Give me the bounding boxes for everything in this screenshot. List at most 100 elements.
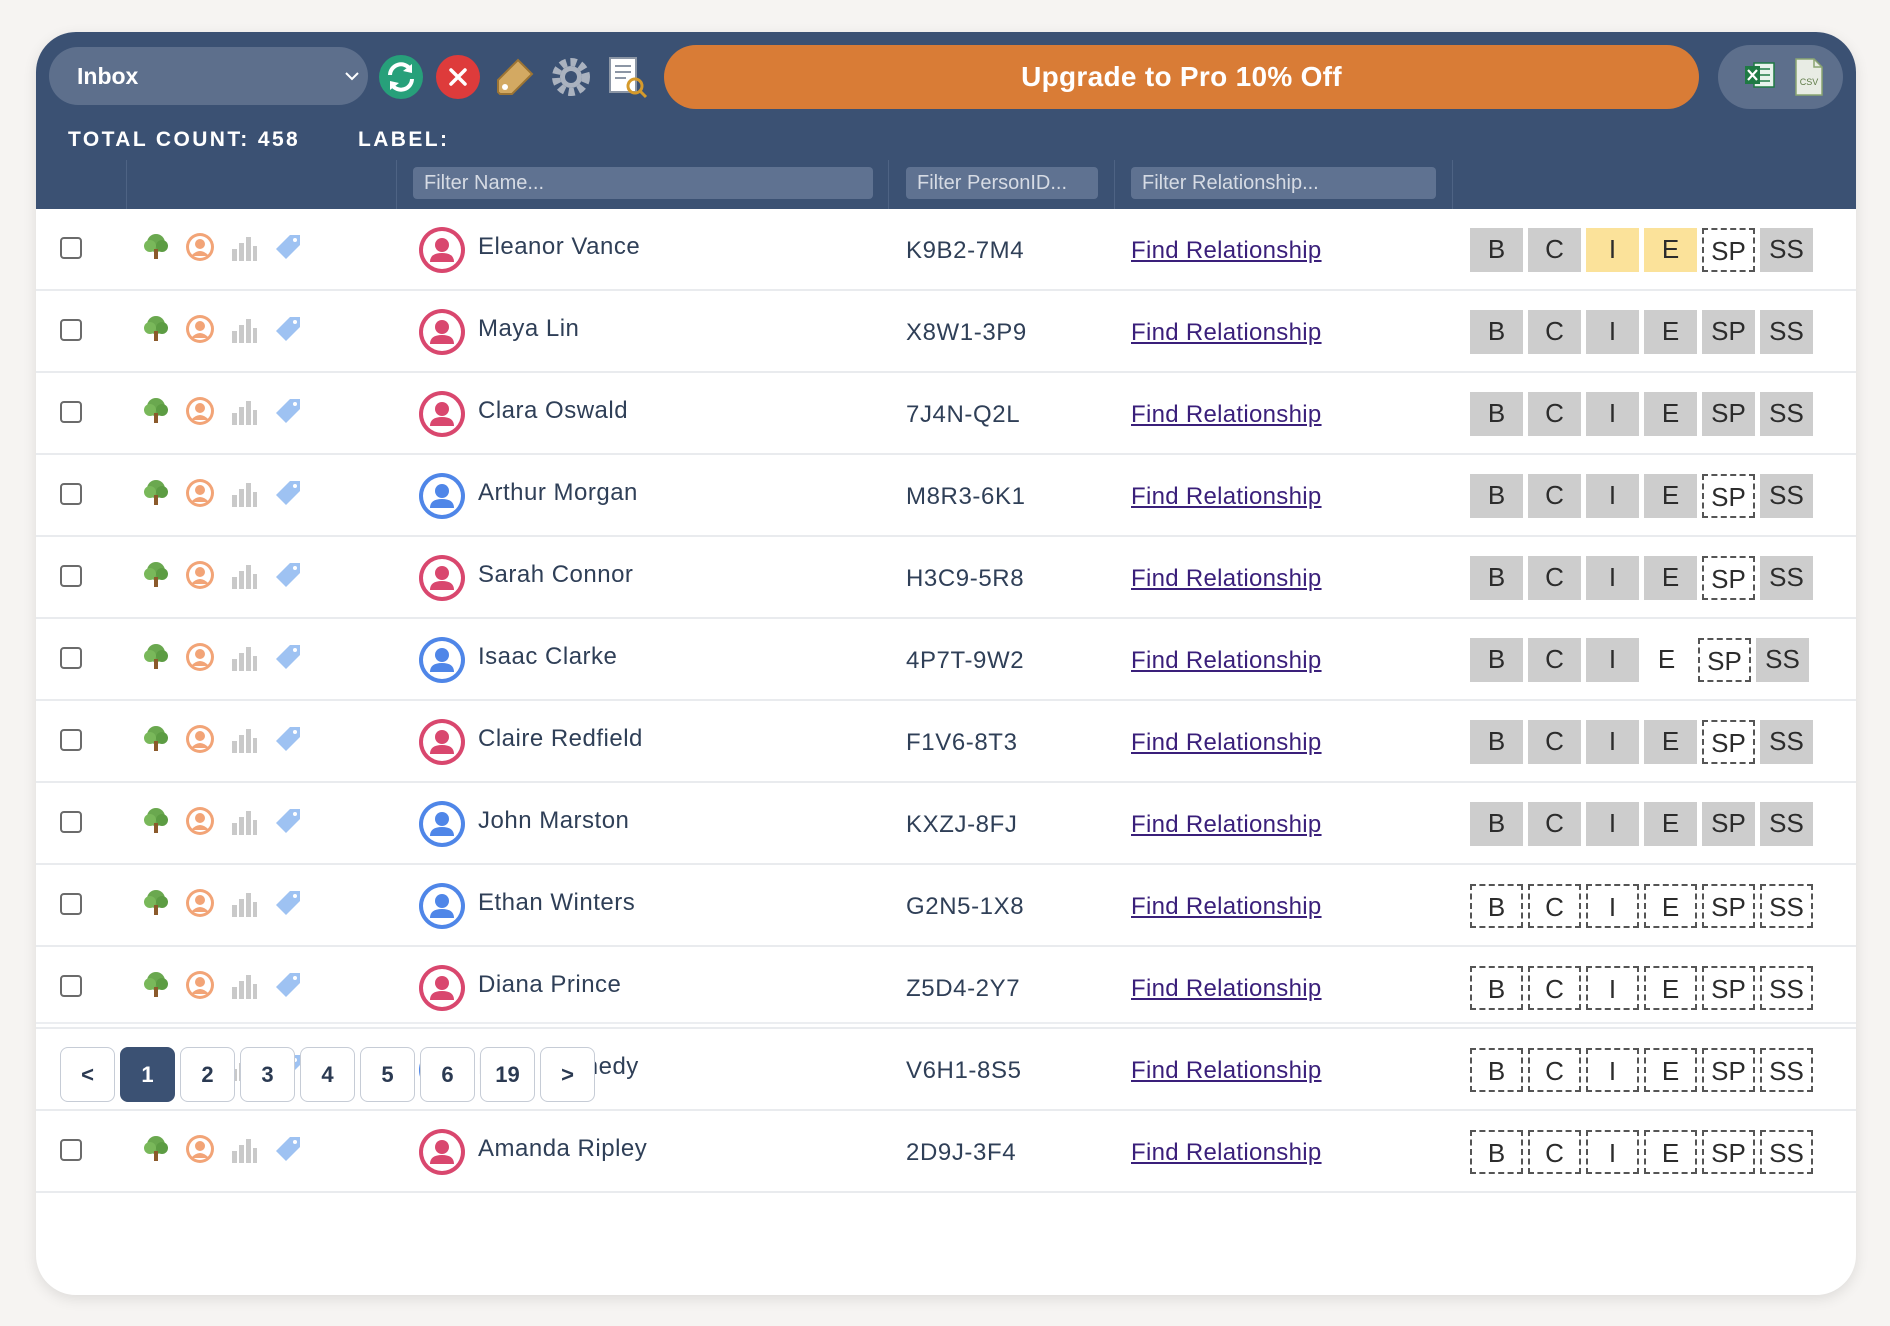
find-relationship-link[interactable]: Find Relationship bbox=[1131, 1139, 1322, 1166]
chip-b[interactable]: B bbox=[1470, 1130, 1523, 1174]
excel-icon[interactable] bbox=[1742, 57, 1778, 93]
tag-icon[interactable] bbox=[272, 395, 304, 427]
chip-i[interactable]: I bbox=[1586, 392, 1639, 436]
chip-e[interactable]: E bbox=[1657, 644, 1676, 674]
chip-i[interactable]: I bbox=[1586, 638, 1639, 682]
chip-ss[interactable]: SS bbox=[1760, 720, 1813, 764]
tree-icon[interactable] bbox=[140, 723, 172, 755]
chip-ss[interactable]: SS bbox=[1760, 310, 1813, 354]
chip-e[interactable]: E bbox=[1644, 884, 1697, 928]
find-relationship-link[interactable]: Find Relationship bbox=[1131, 237, 1322, 264]
chart-icon[interactable] bbox=[228, 887, 260, 919]
chip-c[interactable]: C bbox=[1528, 310, 1581, 354]
chip-e[interactable]: E bbox=[1644, 310, 1697, 354]
chip-e[interactable]: E bbox=[1644, 1048, 1697, 1092]
chip-ss[interactable]: SS bbox=[1760, 884, 1813, 928]
page-button-2[interactable]: 2 bbox=[180, 1047, 235, 1102]
chip-b[interactable]: B bbox=[1470, 228, 1523, 272]
chip-ss[interactable]: SS bbox=[1756, 638, 1809, 682]
chip-e[interactable]: E bbox=[1644, 556, 1697, 600]
chip-ss[interactable]: SS bbox=[1760, 1130, 1813, 1174]
person-icon[interactable] bbox=[184, 887, 216, 919]
row-checkbox[interactable] bbox=[60, 729, 82, 751]
report-icon[interactable] bbox=[604, 54, 650, 100]
chip-b[interactable]: B bbox=[1470, 1048, 1523, 1092]
find-relationship-link[interactable]: Find Relationship bbox=[1131, 565, 1322, 592]
chip-sp[interactable]: SP bbox=[1702, 474, 1755, 518]
csv-icon[interactable]: CSV bbox=[1792, 57, 1826, 97]
person-name[interactable]: John Marston bbox=[478, 807, 630, 834]
page-button-6[interactable]: 6 bbox=[420, 1047, 475, 1102]
person-icon[interactable] bbox=[184, 395, 216, 427]
person-name[interactable]: Arthur Morgan bbox=[478, 479, 638, 506]
chip-sp[interactable]: SP bbox=[1702, 228, 1755, 272]
person-icon[interactable] bbox=[184, 313, 216, 345]
chip-c[interactable]: C bbox=[1528, 720, 1581, 764]
chip-b[interactable]: B bbox=[1470, 392, 1523, 436]
chip-sp[interactable]: SP bbox=[1702, 310, 1755, 354]
filter-personid-input[interactable] bbox=[906, 167, 1098, 199]
row-checkbox[interactable] bbox=[60, 401, 82, 423]
chip-c[interactable]: C bbox=[1528, 638, 1581, 682]
chart-icon[interactable] bbox=[228, 477, 260, 509]
chip-b[interactable]: B bbox=[1470, 474, 1523, 518]
person-name[interactable]: Ethan Winters bbox=[478, 889, 636, 916]
row-checkbox[interactable] bbox=[60, 483, 82, 505]
chip-sp[interactable]: SP bbox=[1702, 556, 1755, 600]
person-icon[interactable] bbox=[184, 477, 216, 509]
find-relationship-link[interactable]: Find Relationship bbox=[1131, 647, 1322, 674]
upgrade-button[interactable]: Upgrade to Pro 10% Off bbox=[664, 45, 1699, 109]
chip-b[interactable]: B bbox=[1470, 310, 1523, 354]
chart-icon[interactable] bbox=[228, 559, 260, 591]
chip-e[interactable]: E bbox=[1644, 802, 1697, 846]
prev-page-button[interactable]: < bbox=[60, 1047, 115, 1102]
person-icon[interactable] bbox=[184, 231, 216, 263]
chart-icon[interactable] bbox=[228, 641, 260, 673]
chip-i[interactable]: I bbox=[1586, 884, 1639, 928]
tag-icon[interactable] bbox=[272, 1133, 304, 1165]
row-checkbox[interactable] bbox=[60, 893, 82, 915]
tag-icon[interactable] bbox=[272, 559, 304, 591]
chart-icon[interactable] bbox=[228, 1133, 260, 1165]
chart-icon[interactable] bbox=[228, 805, 260, 837]
find-relationship-link[interactable]: Find Relationship bbox=[1131, 401, 1322, 428]
tree-icon[interactable] bbox=[140, 887, 172, 919]
chip-e[interactable]: E bbox=[1644, 228, 1697, 272]
row-checkbox[interactable] bbox=[60, 565, 82, 587]
chip-b[interactable]: B bbox=[1470, 966, 1523, 1010]
chip-ss[interactable]: SS bbox=[1760, 392, 1813, 436]
row-checkbox[interactable] bbox=[60, 975, 82, 997]
chip-i[interactable]: I bbox=[1586, 310, 1639, 354]
chip-b[interactable]: B bbox=[1470, 720, 1523, 764]
tag-icon[interactable] bbox=[272, 641, 304, 673]
row-checkbox[interactable] bbox=[60, 647, 82, 669]
tree-icon[interactable] bbox=[140, 477, 172, 509]
find-relationship-link[interactable]: Find Relationship bbox=[1131, 811, 1322, 838]
chart-icon[interactable] bbox=[228, 313, 260, 345]
chip-sp[interactable]: SP bbox=[1702, 392, 1755, 436]
chip-i[interactable]: I bbox=[1586, 720, 1639, 764]
find-relationship-link[interactable]: Find Relationship bbox=[1131, 729, 1322, 756]
person-name[interactable]: Claire Redfield bbox=[478, 725, 643, 752]
chip-c[interactable]: C bbox=[1528, 966, 1581, 1010]
find-relationship-link[interactable]: Find Relationship bbox=[1131, 483, 1322, 510]
tag-icon[interactable] bbox=[272, 887, 304, 919]
chip-i[interactable]: I bbox=[1586, 1130, 1639, 1174]
gear-icon[interactable] bbox=[548, 54, 594, 100]
row-checkbox[interactable] bbox=[60, 811, 82, 833]
tree-icon[interactable] bbox=[140, 805, 172, 837]
chip-i[interactable]: I bbox=[1586, 1048, 1639, 1092]
page-button-5[interactable]: 5 bbox=[360, 1047, 415, 1102]
chip-ss[interactable]: SS bbox=[1760, 474, 1813, 518]
next-page-button[interactable]: > bbox=[540, 1047, 595, 1102]
chip-c[interactable]: C bbox=[1528, 392, 1581, 436]
filter-relationship-input[interactable] bbox=[1131, 167, 1436, 199]
chip-sp[interactable]: SP bbox=[1702, 802, 1755, 846]
tag-icon[interactable] bbox=[272, 231, 304, 263]
person-icon[interactable] bbox=[184, 805, 216, 837]
person-icon[interactable] bbox=[184, 1133, 216, 1165]
chip-i[interactable]: I bbox=[1586, 556, 1639, 600]
person-icon[interactable] bbox=[184, 723, 216, 755]
tree-icon[interactable] bbox=[140, 395, 172, 427]
chip-c[interactable]: C bbox=[1528, 802, 1581, 846]
